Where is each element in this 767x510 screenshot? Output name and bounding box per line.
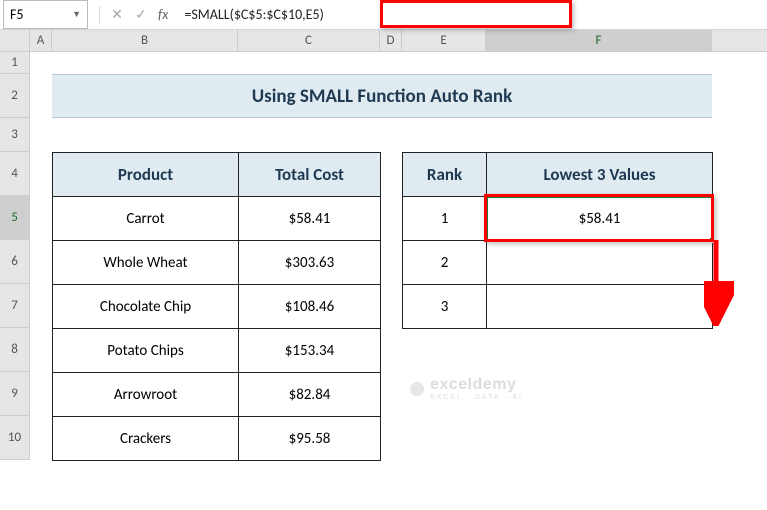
table-header: Total Cost xyxy=(239,153,381,197)
table-cell[interactable]: 3 xyxy=(403,285,487,329)
formula-input[interactable]: =SMALL($C$5:$C$10,E5) xyxy=(178,6,767,23)
table-header: Product xyxy=(53,153,239,197)
fx-controls: ✕ ✓ fx xyxy=(91,6,178,24)
col-header-F[interactable]: F xyxy=(486,30,712,51)
select-all-corner[interactable] xyxy=(0,30,30,51)
title-text: Using SMALL Function Auto Rank xyxy=(252,85,513,108)
row-header-6[interactable]: 6 xyxy=(0,240,30,284)
row-header-3[interactable]: 3 xyxy=(0,118,30,152)
product-table: ProductTotal CostCarrot$58.41Whole Wheat… xyxy=(52,152,381,461)
fill-handle[interactable] xyxy=(709,237,715,243)
row-headers: 12345678910 xyxy=(0,52,30,460)
name-box[interactable]: F5 ▼ xyxy=(3,0,88,29)
table-cell[interactable]: $82.84 xyxy=(239,373,381,417)
col-header-C[interactable]: C xyxy=(238,30,380,51)
name-box-value: F5 xyxy=(10,6,24,23)
name-box-dropdown-icon[interactable]: ▼ xyxy=(72,9,81,20)
table-cell[interactable]: Whole Wheat xyxy=(53,241,239,285)
watermark-sub: EXCEL · DATA · BI xyxy=(430,394,523,401)
table-cell[interactable] xyxy=(487,285,713,329)
table-cell[interactable]: $153.34 xyxy=(239,329,381,373)
row-header-1[interactable]: 1 xyxy=(0,52,30,74)
formula-bar: F5 ▼ ✕ ✓ fx =SMALL($C$5:$C$10,E5) xyxy=(0,0,767,30)
fx-label[interactable]: fx xyxy=(158,6,168,23)
table-cell[interactable]: Carrot xyxy=(53,197,239,241)
formula-text: =SMALL($C$5:$C$10,E5) xyxy=(184,6,324,23)
table-cell[interactable]: Crackers xyxy=(53,417,239,461)
watermark-icon xyxy=(410,382,424,396)
table-cell[interactable]: Potato Chips xyxy=(53,329,239,373)
col-header-E[interactable]: E xyxy=(402,30,486,51)
table-cell[interactable]: Arrowroot xyxy=(53,373,239,417)
watermark: exceldemy EXCEL · DATA · BI xyxy=(410,376,523,401)
row-header-10[interactable]: 10 xyxy=(0,416,30,460)
row-header-8[interactable]: 8 xyxy=(0,328,30,372)
table-cell[interactable] xyxy=(487,241,713,285)
cancel-icon[interactable]: ✕ xyxy=(106,6,128,23)
table-cell[interactable]: $58.41 xyxy=(239,197,381,241)
column-headers: ABCDEF xyxy=(0,30,767,52)
col-header-D[interactable]: D xyxy=(380,30,402,51)
col-header-B[interactable]: B xyxy=(52,30,238,51)
table-cell[interactable]: $95.58 xyxy=(239,417,381,461)
table-header: Lowest 3 Values xyxy=(487,153,713,197)
row-header-9[interactable]: 9 xyxy=(0,372,30,416)
row-header-2[interactable]: 2 xyxy=(0,74,30,118)
table-cell[interactable]: $58.41 xyxy=(487,197,713,241)
table-cell[interactable]: 1 xyxy=(403,197,487,241)
separator xyxy=(99,6,100,24)
rank-table: RankLowest 3 Values1$58.4123 xyxy=(402,152,713,329)
table-cell[interactable]: 2 xyxy=(403,241,487,285)
title-banner: Using SMALL Function Auto Rank xyxy=(52,74,712,118)
spreadsheet-grid: ABCDEF 12345678910 Using SMALL Function … xyxy=(0,30,767,460)
row-header-7[interactable]: 7 xyxy=(0,284,30,328)
table-cell[interactable]: $303.63 xyxy=(239,241,381,285)
sheet-area[interactable]: Using SMALL Function Auto Rank ProductTo… xyxy=(30,52,767,460)
table-cell[interactable]: $108.46 xyxy=(239,285,381,329)
table-cell[interactable]: Chocolate Chip xyxy=(53,285,239,329)
col-header-A[interactable]: A xyxy=(30,30,52,51)
row-header-5[interactable]: 5 xyxy=(0,196,30,240)
enter-icon[interactable]: ✓ xyxy=(130,6,152,23)
watermark-text: exceldemy xyxy=(430,376,523,394)
row-header-4[interactable]: 4 xyxy=(0,152,30,196)
table-header: Rank xyxy=(403,153,487,197)
